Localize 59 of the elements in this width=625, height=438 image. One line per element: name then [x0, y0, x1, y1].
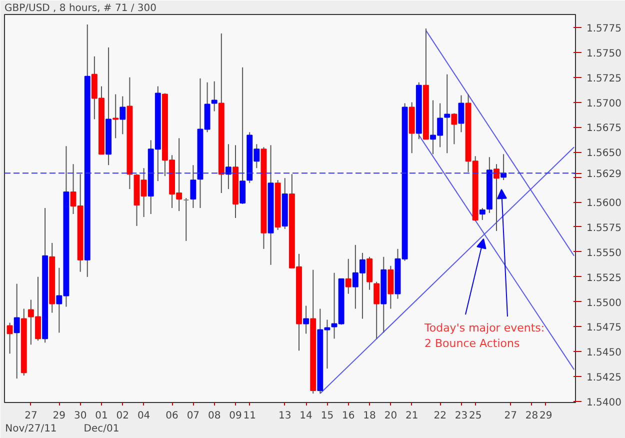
y-tick-label: 1.5675 — [586, 123, 622, 134]
x-tick-label: 27 — [504, 410, 517, 422]
y-tick-label: 1.5600 — [586, 198, 622, 210]
candlestick — [458, 94, 464, 133]
y-tick-label: 1.5700 — [586, 98, 622, 110]
candlestick — [366, 256, 372, 290]
x-tick-label: 09 — [229, 410, 242, 422]
candlestick — [374, 281, 380, 340]
x-tick-label: 20 — [384, 410, 398, 422]
y-tick-label: 1.5400 — [586, 398, 622, 409]
candlestick — [120, 96, 126, 135]
y-tick-label: 1.5450 — [586, 348, 622, 359]
x-tick-label: 21 — [405, 410, 418, 422]
candlestick — [444, 74, 450, 154]
candlestick — [479, 208, 486, 220]
candlestick — [240, 66, 246, 205]
candlestick — [190, 164, 196, 208]
x-tick-label: 07 — [186, 410, 200, 422]
y-tick-label: 1.5650 — [586, 148, 622, 160]
x-tick-label: 25 — [468, 410, 482, 422]
x-tick-label: 29 — [540, 410, 552, 422]
y-tick-label: 1.5775 — [586, 23, 622, 34]
y-tick-label: 1.5750 — [586, 48, 622, 60]
candlestick — [14, 283, 20, 380]
candlestick — [345, 258, 352, 294]
x-tick-label: 22 — [434, 410, 446, 422]
candlestick — [225, 144, 232, 190]
y-tick-label: 1.5500 — [586, 298, 622, 309]
x-tick-label: 30 — [74, 410, 87, 422]
y-tick-label: 1.5550 — [586, 248, 622, 259]
y-tick-label: 1.5525 — [586, 272, 622, 284]
x-tick-label: 13 — [278, 410, 292, 422]
x-tick-label: 29 — [52, 410, 66, 422]
candlestick — [303, 305, 310, 334]
chart-title: GBP/USD , 8 hours, # 71 / 300 — [4, 3, 157, 14]
x-tick-label: 06 — [166, 410, 178, 422]
candlestick — [388, 265, 394, 310]
x-tick-label: 11 — [243, 410, 256, 422]
candlestick — [451, 112, 458, 145]
candlestick — [112, 94, 119, 139]
candlestick — [211, 80, 218, 112]
ref-line-label: 1.5629 — [586, 169, 622, 180]
x-tick-label: 16 — [342, 410, 355, 422]
x-tick-label: 04 — [137, 410, 150, 422]
y-tick-label: 1.5725 — [586, 73, 622, 84]
x-tick-label: 02 — [116, 410, 130, 422]
x-tick-label: 08 — [208, 410, 221, 422]
candlestick — [494, 164, 500, 232]
x-tick-label: 23 — [454, 410, 468, 422]
x-tick-label: 14 — [300, 410, 312, 422]
y-tick-label: 1.5475 — [586, 322, 622, 334]
x-tick-label: 28 — [525, 410, 538, 422]
candlestick — [183, 198, 190, 242]
y-tick-label: 1.5575 — [586, 222, 622, 234]
x-tick-label: 18 — [363, 410, 376, 422]
x-tick-label: 15 — [320, 410, 334, 422]
candlestick — [6, 322, 13, 354]
annotation: Today's major events: 2 Bounce Actions — [424, 322, 545, 350]
y-tick-label: 1.5425 — [586, 372, 622, 384]
